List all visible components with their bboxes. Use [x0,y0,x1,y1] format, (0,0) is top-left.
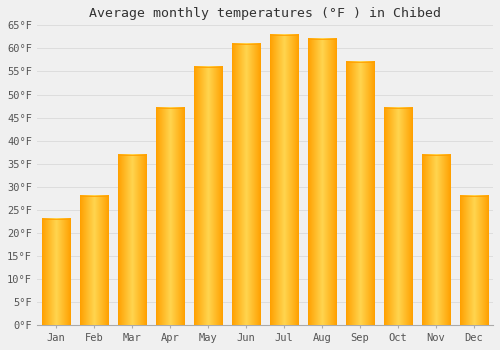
Bar [460,196,488,326]
Bar [156,108,184,326]
Bar [42,219,70,326]
Bar [270,35,298,326]
Bar [308,39,336,326]
Bar [346,62,374,326]
Bar [80,196,108,326]
Title: Average monthly temperatures (°F ) in Chibed: Average monthly temperatures (°F ) in Ch… [89,7,441,20]
Bar [194,67,222,326]
Bar [118,155,146,326]
Bar [384,108,412,326]
Bar [232,44,260,326]
Bar [422,155,450,326]
